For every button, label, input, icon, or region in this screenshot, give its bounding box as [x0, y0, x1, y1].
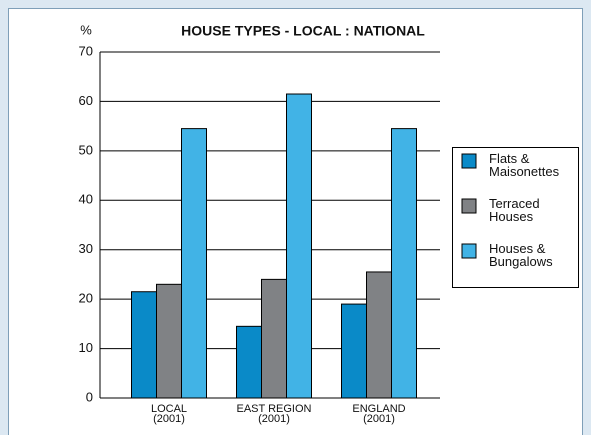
- legend-swatch: [461, 153, 477, 169]
- chart-title: HOUSE TYPES - LOCAL : NATIONAL: [181, 23, 425, 39]
- x-tick-label: ENGLAND (2001): [352, 403, 405, 425]
- y-tick-label: 30: [79, 241, 93, 256]
- y-tick-label: 10: [79, 340, 93, 355]
- bar: [236, 325, 262, 399]
- y-tick-label: 70: [79, 43, 93, 58]
- bar: [181, 128, 207, 399]
- legend-box: [452, 147, 579, 288]
- y-axis-label: %: [80, 22, 92, 37]
- legend-label: Flats & Maisonettes: [489, 151, 560, 179]
- y-tick-label: 20: [79, 291, 93, 306]
- bar: [286, 93, 312, 399]
- y-tick-label: 50: [79, 142, 93, 157]
- legend-swatch: [461, 198, 477, 214]
- bar: [131, 291, 157, 399]
- bar: [366, 271, 392, 399]
- legend-swatch: [461, 243, 477, 259]
- bar: [261, 278, 287, 399]
- y-tick-label: 40: [79, 192, 93, 207]
- x-tick-label: EAST REGION (2001): [237, 403, 312, 425]
- x-tick-label: LOCAL (2001): [151, 403, 187, 425]
- y-tick-label: 0: [86, 389, 93, 404]
- bar: [156, 283, 182, 399]
- y-tick-label: 60: [79, 93, 93, 108]
- legend-label: Houses & Bungalows: [489, 241, 553, 269]
- bar: [391, 128, 417, 399]
- legend-label: Terraced Houses: [489, 196, 540, 224]
- bar: [341, 303, 367, 399]
